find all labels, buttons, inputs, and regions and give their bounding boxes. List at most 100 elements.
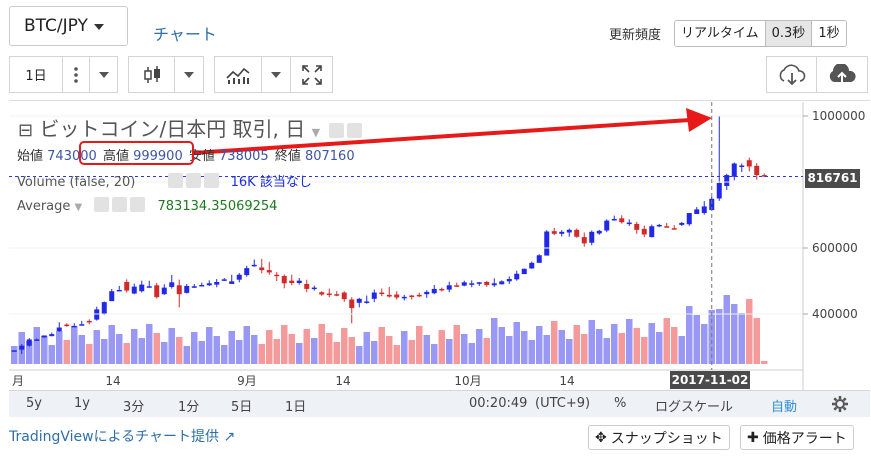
annotation-arrow-shaft bbox=[192, 118, 691, 155]
fullscreen-button[interactable] bbox=[290, 56, 333, 93]
chevron-down-icon bbox=[93, 24, 104, 30]
interval-button[interactable]: 1日 bbox=[9, 56, 63, 93]
candle-body bbox=[701, 206, 707, 214]
percent-toggle[interactable]: % bbox=[614, 396, 627, 411]
chevron-down-icon[interactable]: ▼ bbox=[74, 202, 83, 213]
volume-bar bbox=[318, 324, 325, 364]
indicators-icon bbox=[226, 67, 250, 84]
save-chart-button[interactable] bbox=[816, 56, 868, 93]
snapshot-label: スナップショット bbox=[610, 430, 723, 447]
candle-body bbox=[11, 350, 17, 352]
indicators-dropdown[interactable] bbox=[261, 56, 291, 93]
volume-bar bbox=[761, 361, 768, 364]
candle-body bbox=[394, 294, 400, 298]
volume-bar bbox=[446, 339, 453, 364]
price-alert-button[interactable]: ✚ 価格アラート bbox=[740, 425, 854, 450]
range-1y[interactable]: 1y bbox=[74, 396, 90, 411]
chart-style-dropdown[interactable] bbox=[174, 56, 204, 93]
symbol-title: ビットコイン/日本円 取引, 日 bbox=[39, 117, 306, 141]
volume-bar bbox=[506, 336, 513, 364]
auto-scale-toggle[interactable]: 自動 bbox=[771, 400, 798, 415]
candle-body bbox=[176, 285, 182, 295]
volume-bar bbox=[348, 337, 355, 364]
gear-icon[interactable] bbox=[112, 197, 128, 212]
collapse-icon[interactable]: ⊟ bbox=[18, 120, 34, 141]
candle-body bbox=[649, 226, 655, 238]
volume-bar bbox=[731, 304, 738, 364]
pair-selector[interactable]: BTC/JPY bbox=[9, 6, 128, 46]
freq-option-realtime[interactable]: リアルタイム bbox=[675, 21, 766, 46]
volume-bar bbox=[588, 320, 595, 364]
volume-bar bbox=[573, 325, 580, 364]
freq-option-0-3s[interactable]: 0.3秒 bbox=[765, 21, 813, 46]
eye-icon[interactable] bbox=[94, 197, 110, 212]
volume-bar bbox=[701, 324, 708, 364]
load-chart-button[interactable] bbox=[766, 56, 817, 93]
time-tick-label: 月 bbox=[12, 374, 24, 388]
gear-icon[interactable] bbox=[347, 123, 363, 138]
volume-bar bbox=[146, 324, 153, 364]
volume-bar bbox=[86, 344, 93, 364]
time-tick-label: 9月 bbox=[237, 374, 257, 388]
gear-icon[interactable] bbox=[831, 395, 849, 413]
time-tick-label: 10月 bbox=[454, 374, 481, 388]
high-value: 999900 bbox=[133, 149, 183, 164]
freq-option-1s[interactable]: 1秒 bbox=[812, 21, 846, 46]
chart-link[interactable]: チャート bbox=[153, 25, 217, 44]
log-scale-toggle[interactable]: ログスケール bbox=[655, 400, 734, 415]
volume-bar bbox=[123, 343, 130, 364]
chart-style-button[interactable] bbox=[128, 56, 175, 93]
candle-body bbox=[634, 223, 640, 230]
candle-body bbox=[244, 268, 250, 276]
volume-bar bbox=[663, 318, 670, 364]
volume-label: Volume (false, 20) bbox=[17, 175, 136, 190]
close-icon[interactable] bbox=[203, 173, 219, 188]
candle-body bbox=[296, 280, 302, 283]
volume-bar bbox=[603, 338, 610, 364]
eye-icon[interactable] bbox=[167, 173, 183, 188]
snapshot-button[interactable]: ✥ スナップショット bbox=[588, 425, 730, 450]
range-1m[interactable]: 1分 bbox=[178, 400, 200, 415]
range-1d[interactable]: 1日 bbox=[285, 400, 307, 415]
timezone[interactable]: (UTC+9) bbox=[535, 396, 591, 411]
volume-bar bbox=[746, 299, 753, 364]
candle-body bbox=[266, 270, 272, 273]
volume-row: Volume (false, 20) 16K 該当なし bbox=[17, 171, 312, 190]
candle-body bbox=[191, 286, 197, 288]
volume-bar bbox=[296, 343, 303, 364]
volume-bar bbox=[528, 340, 535, 364]
candle-body bbox=[304, 283, 310, 289]
cloud-upload-icon bbox=[829, 63, 856, 84]
open-value: 743000 bbox=[47, 149, 97, 164]
range-3m[interactable]: 3分 bbox=[123, 400, 145, 415]
volume-bar bbox=[536, 326, 543, 364]
candle-body bbox=[379, 292, 385, 295]
eye-icon[interactable] bbox=[329, 123, 345, 138]
candle-body bbox=[139, 284, 145, 292]
candle-body bbox=[146, 286, 152, 288]
volume-bar bbox=[273, 339, 280, 364]
volume-bar bbox=[393, 345, 400, 364]
candle-body bbox=[161, 287, 167, 295]
indicators-button[interactable] bbox=[214, 56, 262, 93]
range-5y[interactable]: 5y bbox=[26, 396, 42, 411]
ohlc-row: 始値 743000 高値 999900 安値 738005 終値 807160 bbox=[17, 145, 355, 164]
gear-icon[interactable] bbox=[185, 173, 201, 188]
chevron-down-icon bbox=[184, 71, 194, 78]
interval-dropdown[interactable] bbox=[89, 56, 118, 93]
candle-body bbox=[544, 231, 550, 256]
chevron-down-icon[interactable]: ▼ bbox=[311, 126, 321, 139]
close-icon[interactable] bbox=[130, 197, 146, 212]
volume-bar bbox=[191, 332, 198, 364]
chart-area[interactable] bbox=[9, 100, 870, 390]
volume-bar bbox=[596, 329, 603, 364]
volume-bar bbox=[131, 329, 138, 364]
candle-body bbox=[559, 231, 565, 234]
interval-menu-button[interactable] bbox=[62, 56, 90, 93]
candle-body bbox=[41, 335, 47, 338]
tradingview-credit-link[interactable]: TradingViewによるチャート提供 ↗ bbox=[9, 426, 235, 446]
range-5d[interactable]: 5日 bbox=[231, 400, 253, 415]
candle-body bbox=[109, 291, 115, 302]
volume-bar bbox=[386, 336, 393, 364]
candle-body bbox=[251, 264, 257, 267]
